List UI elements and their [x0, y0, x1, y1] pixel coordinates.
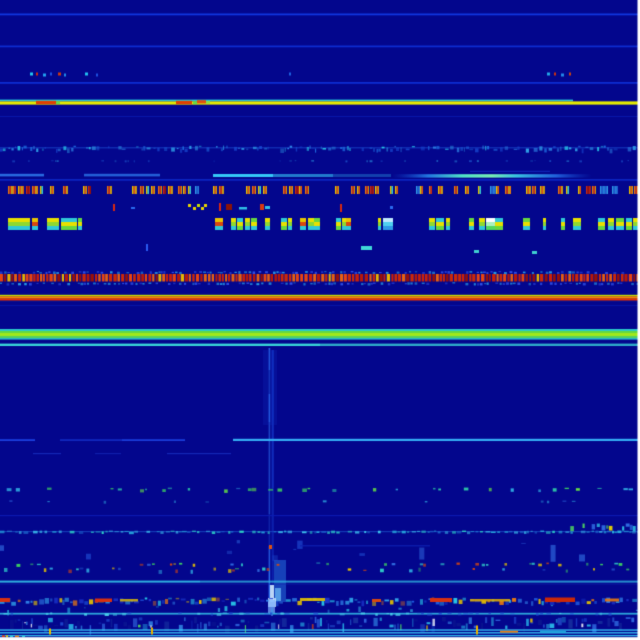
spectrogram-figure	[0, 0, 640, 640]
spectrogram-heatmap-canvas	[0, 0, 640, 640]
